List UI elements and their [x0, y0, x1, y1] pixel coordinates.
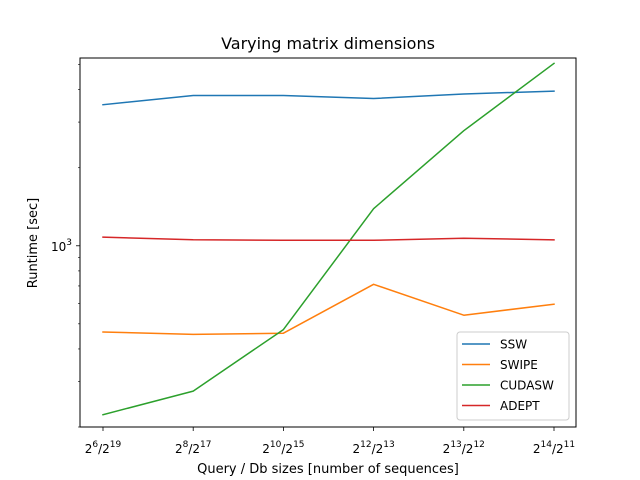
x-tick-label: 213/212 — [443, 440, 485, 456]
series-line-swipe — [102, 283, 555, 336]
legend: SSW SWIPE CUDASW ADEPT — [456, 331, 570, 421]
x-tick-label: 210/215 — [262, 440, 304, 456]
legend-box — [456, 331, 570, 421]
x-tick-label: 26/219 — [85, 440, 122, 456]
axes-frame — [79, 57, 577, 428]
series-layer — [102, 62, 556, 416]
chart-title: Varying matrix dimensions — [221, 34, 435, 53]
legend-label-swipe: SWIPE — [500, 358, 538, 372]
x-axis-label: Query / Db sizes [number of sequences] — [197, 462, 459, 477]
plot-area: 26/219 28/217 210/215 212/213 213/212 214/211… — [51, 57, 577, 456]
series-line-ssw — [102, 90, 555, 106]
x-ticks: 26/219 28/217 210/215 212/213 213/212 214/211 — [85, 427, 575, 456]
series-line-adept — [102, 236, 555, 242]
legend-label-adept: ADEPT — [500, 399, 540, 413]
x-tick-label: 28/217 — [175, 440, 212, 456]
y-tick-label: 103 — [51, 238, 72, 254]
x-tick-label: 212/213 — [352, 440, 394, 456]
y-ticks: 103 — [51, 64, 80, 428]
y-axis-label: Runtime [sec] — [26, 198, 41, 289]
x-tick-label: 214/211 — [533, 440, 575, 456]
legend-label-cudasw: CUDASW — [500, 379, 554, 393]
legend-label-ssw: SSW — [500, 338, 527, 352]
series-line-cudasw — [102, 62, 556, 416]
